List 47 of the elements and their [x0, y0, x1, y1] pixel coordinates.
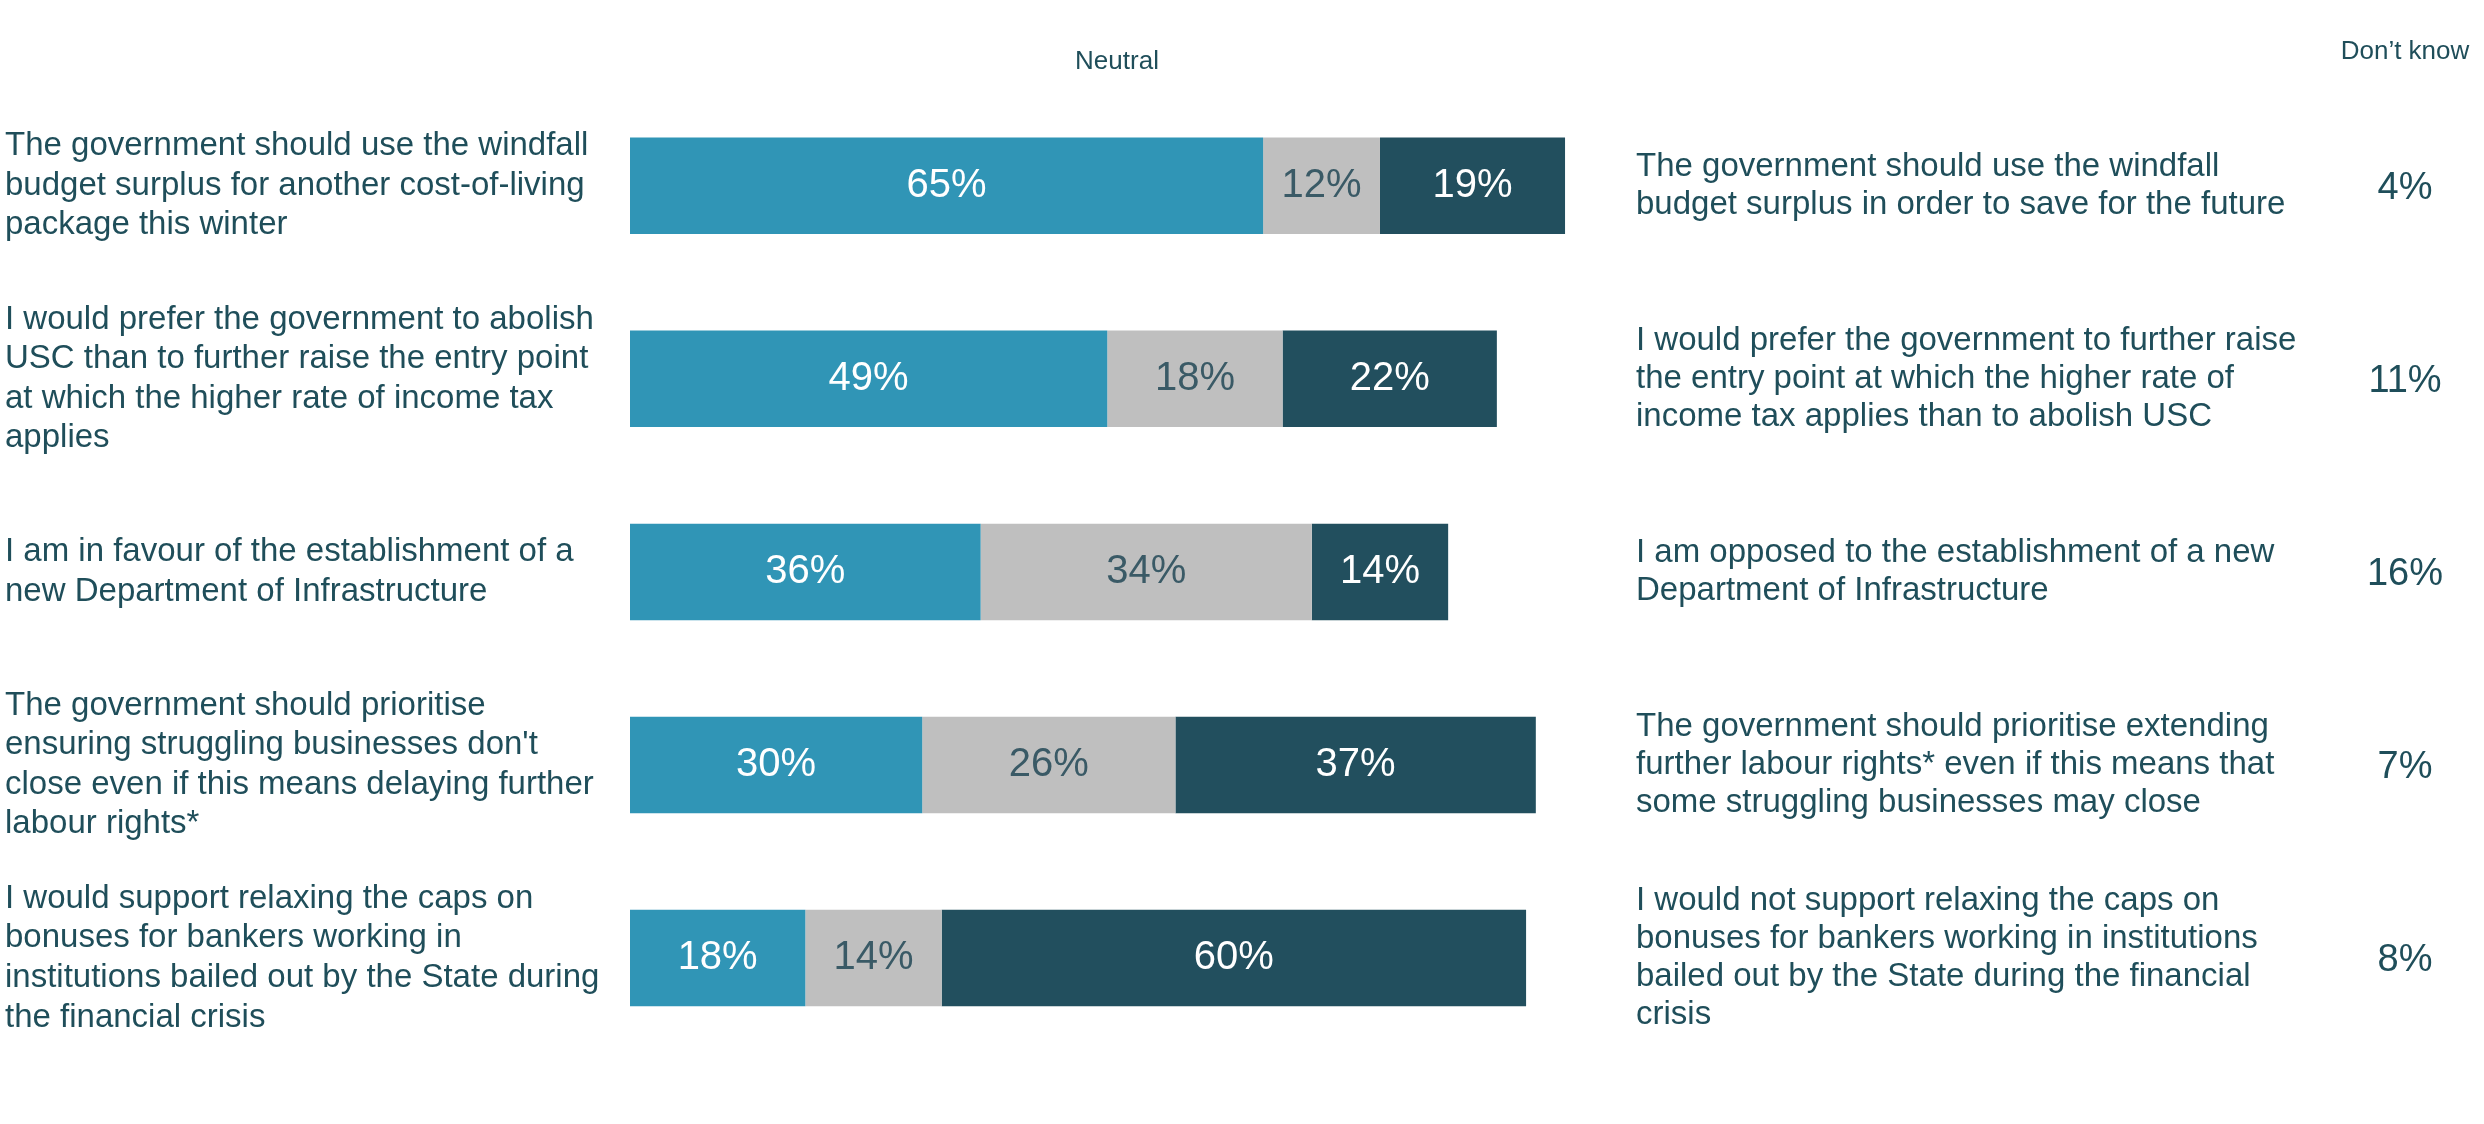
text: I would prefer the government to further raise the entry point at which the higher rate of income tax applies than to abolish USC — [1636, 319, 2297, 433]
data-label: 37% — [1315, 740, 1396, 785]
text: Don’t know — [2339, 34, 2471, 66]
data-label: 14% — [833, 933, 914, 978]
bar — [630, 137, 1264, 235]
data-label: 34% — [1106, 546, 1187, 591]
data-label: 65% — [906, 160, 987, 205]
y-tick-label: I am in favour of the establishment of a new Department of Infrastructure — [5, 531, 575, 608]
bar — [922, 716, 1176, 814]
data-label: 18% — [677, 933, 758, 978]
data-label: 26% — [1008, 740, 1089, 785]
y-tick-label: I would prefer the government to abolish USC than to further raise the entry point at which the higher rate of income tax applies — [5, 298, 594, 455]
text: 7% — [2376, 743, 2434, 787]
y-tick-label: I would support relaxing the caps on bonuses for bankers working in institutions bailed out by the State during the financial crisis — [5, 877, 600, 1034]
text: The government should prioritise extending further labour rights* even if this means that some struggling businesses may close — [1636, 706, 2275, 820]
text: I would not support relaxing the caps on bonuses for bankers working in institutions bailed out by the State during the financial crisis — [1636, 880, 2258, 1032]
text: Neutral — [1075, 45, 1159, 76]
text: I am opposed to the establishment of a new Department of Infrastructure — [1636, 531, 2275, 607]
bar — [1263, 137, 1380, 235]
text: 4% — [2376, 164, 2434, 208]
y-tick-label: The government should use the windfall budget surplus for another cost-of-living package this winter — [5, 125, 589, 242]
bar — [1379, 137, 1566, 235]
data-label: 14% — [1339, 546, 1421, 591]
data-label: 19% — [1432, 160, 1513, 205]
data-label: 36% — [765, 546, 846, 591]
text: The government should use the windfall budget surplus in order to save for the future — [1636, 145, 2286, 221]
text: 8% — [2376, 936, 2434, 980]
data-label: 22% — [1349, 353, 1430, 398]
bar — [630, 523, 981, 621]
y-tick-label: The government should prioritise ensuring struggling businesses don't close even if this means delaying further labour rights* — [5, 684, 594, 841]
bar — [805, 909, 942, 1007]
text: 16% — [2365, 550, 2445, 594]
data-label: 12% — [1281, 160, 1362, 205]
bar — [980, 523, 1312, 621]
data-label: 30% — [736, 740, 817, 785]
data-label: 60% — [1193, 933, 1274, 978]
bar — [941, 909, 1527, 1007]
data-label: 18% — [1154, 353, 1235, 398]
bar — [1175, 716, 1536, 814]
bar — [1311, 523, 1449, 621]
bar — [1282, 330, 1497, 428]
text: 11% — [2367, 357, 2443, 401]
bar — [630, 716, 923, 814]
bar — [630, 909, 806, 1007]
bar — [630, 330, 1108, 428]
data-label: 49% — [828, 353, 909, 398]
bar — [1107, 330, 1283, 428]
